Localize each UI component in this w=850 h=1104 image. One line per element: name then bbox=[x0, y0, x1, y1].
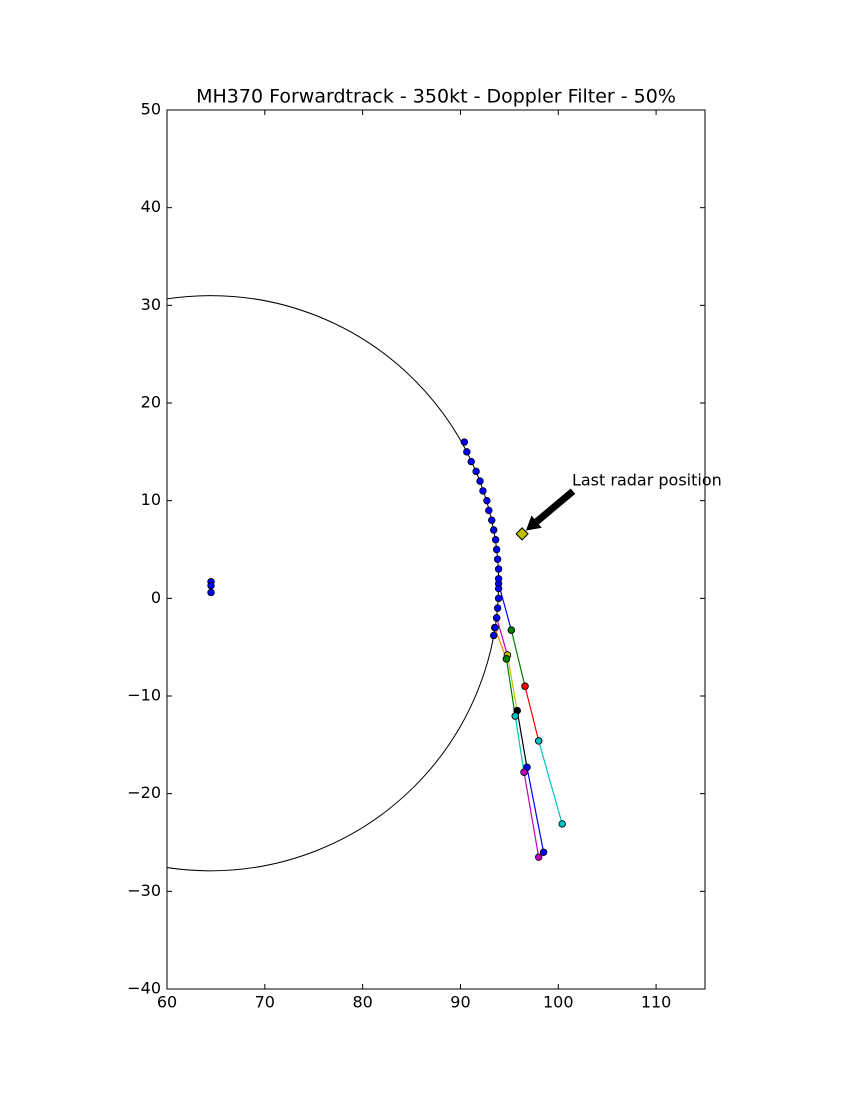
y-tick-label: 0 bbox=[151, 588, 161, 607]
track-point bbox=[539, 848, 548, 856]
arc-point bbox=[494, 565, 503, 573]
track-point bbox=[520, 768, 528, 776]
arc-point bbox=[490, 526, 498, 534]
range-circle bbox=[167, 295, 500, 872]
arc-point bbox=[494, 575, 503, 583]
arc-point bbox=[460, 438, 469, 446]
track-segment bbox=[505, 658, 516, 717]
y-tick-label: 50 bbox=[141, 100, 161, 119]
x-tick-label: 80 bbox=[352, 993, 372, 1012]
track-segment bbox=[496, 617, 508, 656]
track-point bbox=[558, 820, 566, 828]
track-point bbox=[507, 626, 516, 634]
arc-point bbox=[476, 477, 484, 485]
arc-point bbox=[494, 594, 503, 603]
track-segment bbox=[506, 654, 518, 711]
x-tick-label: 70 bbox=[255, 993, 275, 1012]
arc-point bbox=[472, 467, 480, 476]
arc-point bbox=[463, 448, 471, 456]
track-segment bbox=[510, 629, 526, 687]
axes-frame bbox=[166, 109, 706, 990]
arc-point bbox=[479, 487, 487, 495]
track-segment bbox=[538, 740, 563, 825]
chart-title: MH370 Forwardtrack - 350kt - Doppler Fil… bbox=[196, 86, 676, 108]
track-point bbox=[535, 737, 543, 745]
track-point bbox=[521, 682, 529, 690]
y-tick-label: 20 bbox=[141, 393, 161, 412]
track-point bbox=[502, 655, 511, 663]
annotation-arrow bbox=[534, 488, 576, 525]
arc-point bbox=[488, 516, 496, 524]
arc-point bbox=[493, 604, 502, 612]
track-segment bbox=[516, 710, 528, 768]
cluster-point bbox=[207, 588, 215, 597]
y-tick-label: −30 bbox=[127, 881, 161, 900]
x-tick-label: 110 bbox=[641, 993, 672, 1012]
y-tick-label: −40 bbox=[127, 979, 161, 998]
arc-point bbox=[485, 506, 493, 515]
arc-point bbox=[491, 623, 499, 632]
arc-point bbox=[490, 631, 498, 640]
arc-point bbox=[467, 457, 475, 466]
track-point bbox=[535, 853, 543, 861]
x-tick-label: 60 bbox=[157, 993, 177, 1012]
annotation-text: Last radar position bbox=[572, 471, 722, 490]
y-tick-label: 10 bbox=[141, 490, 161, 509]
arc-point bbox=[491, 536, 500, 544]
cluster-point bbox=[207, 581, 215, 590]
y-tick-label: 30 bbox=[141, 295, 161, 314]
arc-point bbox=[494, 584, 503, 593]
arc-point bbox=[493, 555, 502, 563]
track-segment bbox=[523, 772, 540, 858]
annotation-arrowhead bbox=[525, 515, 542, 531]
y-tick-label: −20 bbox=[127, 783, 161, 802]
track-segment bbox=[526, 767, 545, 853]
x-tick-label: 90 bbox=[450, 993, 470, 1012]
plot-area bbox=[167, 295, 566, 872]
track-segment bbox=[514, 715, 525, 773]
radar-marker bbox=[515, 527, 529, 541]
track-segment bbox=[524, 686, 540, 742]
arc-point bbox=[492, 545, 501, 554]
x-tick-label: 100 bbox=[543, 993, 574, 1012]
y-tick-label: −10 bbox=[127, 686, 161, 705]
track-point bbox=[511, 712, 519, 720]
arc-point bbox=[492, 614, 501, 622]
arc-point bbox=[483, 496, 491, 505]
y-tick-label: 40 bbox=[141, 197, 161, 216]
